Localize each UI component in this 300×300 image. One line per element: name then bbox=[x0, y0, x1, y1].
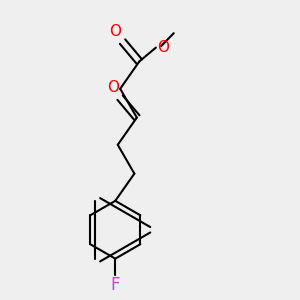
Text: O: O bbox=[157, 40, 169, 55]
Text: O: O bbox=[109, 24, 121, 39]
Text: F: F bbox=[111, 276, 120, 294]
Text: O: O bbox=[106, 80, 119, 95]
